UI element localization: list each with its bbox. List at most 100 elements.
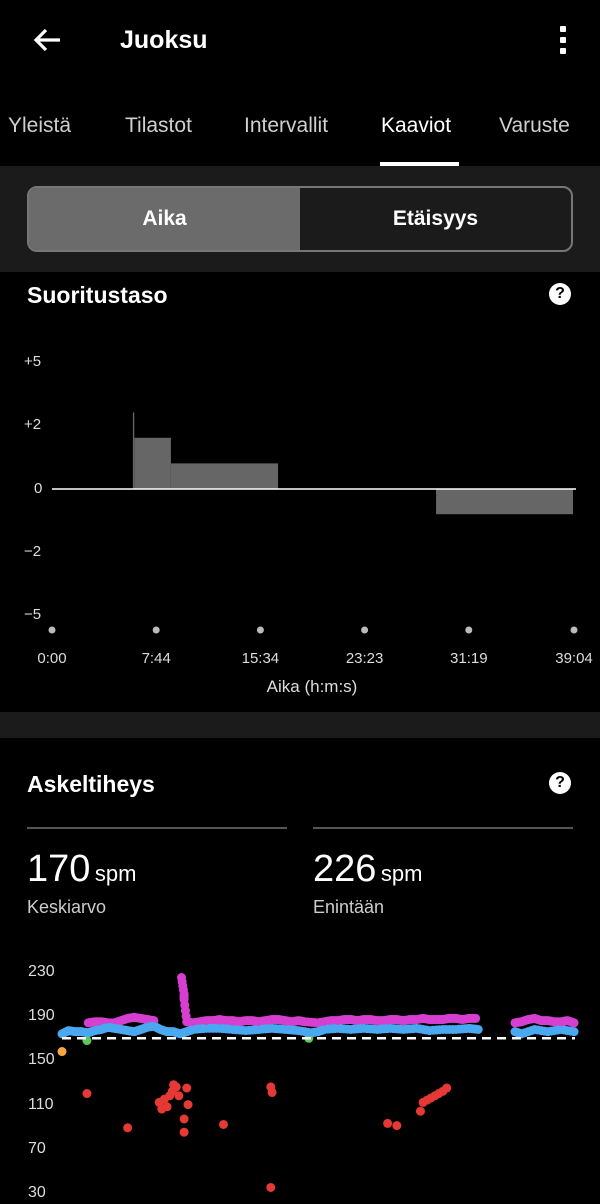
segment-aika[interactable]: Aika <box>29 188 300 250</box>
cadence-point <box>174 1091 184 1101</box>
max-value: 226 <box>313 848 377 890</box>
cadence-point <box>171 1082 181 1092</box>
x-tick-dot <box>570 626 578 634</box>
cadence-point <box>415 1106 425 1116</box>
performance-bar <box>170 463 279 489</box>
x-tick-label: 39:04 <box>555 650 593 667</box>
cadence-point <box>448 1024 458 1034</box>
y-tick-label: +2 <box>24 416 42 433</box>
cadence-point <box>277 1024 287 1034</box>
performance-bar <box>134 437 171 489</box>
cadence-point <box>567 1017 577 1027</box>
cadence-point <box>179 1114 189 1124</box>
x-tick-label: 31:19 <box>450 650 488 667</box>
y-tick-label: 70 <box>28 1139 46 1157</box>
y-tick-label: 230 <box>28 963 55 980</box>
cadence-point <box>211 1023 221 1033</box>
arrow-left-icon[interactable] <box>30 22 66 58</box>
performance-bar <box>132 412 135 489</box>
time-distance-toggle: Aika Etäisyys <box>27 186 573 252</box>
performance-title: Suoritustaso <box>27 282 168 308</box>
tab-tilastot[interactable]: Tilastot <box>125 114 192 137</box>
x-tick-dot <box>361 626 369 634</box>
cadence-point <box>198 1024 208 1034</box>
cadence-point <box>82 1089 92 1099</box>
question-icon[interactable]: ? <box>549 283 571 305</box>
cadence-point <box>566 1026 576 1036</box>
top-bar: Juoksu <box>0 0 600 82</box>
tab-varuste[interactable]: Varuste <box>499 114 570 137</box>
tab-bar: Yleistä Tilastot Intervallit Kaaviot Var… <box>0 100 600 166</box>
max-label: Enintään <box>313 897 385 917</box>
cadence-point <box>356 1024 366 1034</box>
x-tick-label: 15:34 <box>241 650 280 667</box>
divider <box>27 827 287 829</box>
cadence-point <box>526 1026 536 1036</box>
cadence-point <box>442 1083 452 1093</box>
max-cadence: 226 spm Enintään <box>313 848 422 918</box>
cadence-point <box>162 1102 172 1112</box>
x-tick-label: 23:23 <box>345 650 384 667</box>
y-tick-label: 110 <box>28 1095 54 1113</box>
cadence-point <box>179 993 189 1003</box>
cadence-point <box>421 1025 431 1035</box>
question-icon[interactable]: ? <box>549 772 571 794</box>
cadence-point <box>553 1025 563 1035</box>
cadence-point <box>395 1024 405 1034</box>
segment-etaisyys[interactable]: Etäisyys <box>392 207 479 230</box>
cadence-point <box>183 1100 193 1110</box>
cadence-point <box>182 1083 192 1093</box>
avg-cadence: 170 spm Keskiarvo <box>27 848 136 918</box>
cadence-point <box>290 1025 300 1035</box>
x-tick-dot <box>256 626 264 634</box>
cadence-point <box>383 1118 393 1128</box>
y-tick-label: −5 <box>24 606 42 623</box>
cadence-point <box>264 1024 274 1034</box>
tab-intervallit[interactable]: Intervallit <box>244 114 329 137</box>
cadence-point <box>434 1025 444 1035</box>
cadence-point <box>392 1121 402 1131</box>
page-title: Juoksu <box>120 26 208 54</box>
cadence-title: Askeltiheys <box>27 771 155 797</box>
cadence-point <box>408 1024 418 1034</box>
active-tab-indicator <box>380 162 459 166</box>
tab-yleista[interactable]: Yleistä <box>8 114 72 137</box>
y-tick-label: 150 <box>28 1051 55 1069</box>
cadence-point <box>266 1182 276 1192</box>
avg-value: 170 <box>27 848 91 890</box>
more-vertical-icon[interactable] <box>548 22 578 58</box>
x-tick-dot <box>465 626 473 634</box>
x-tick-label: 0:00 <box>37 650 67 667</box>
cadence-point <box>471 1024 481 1034</box>
x-tick-label: 7:44 <box>141 650 171 667</box>
cadence-point <box>57 1047 67 1057</box>
x-tick-dot <box>48 626 56 634</box>
max-unit: spm <box>380 861 423 886</box>
cadence-point <box>382 1024 392 1034</box>
y-tick-label: +5 <box>24 353 42 370</box>
y-tick-label: 0 <box>34 480 43 497</box>
y-tick-label: −2 <box>24 543 42 560</box>
divider <box>313 827 573 829</box>
cadence-point <box>224 1024 234 1034</box>
performance-bar <box>436 489 573 515</box>
cadence-point <box>219 1119 229 1129</box>
avg-label: Keskiarvo <box>27 897 107 917</box>
tab-kaaviot[interactable]: Kaaviot <box>381 114 452 137</box>
x-tick-dot <box>152 626 160 634</box>
cadence-point <box>267 1087 277 1097</box>
cadence-point <box>469 1013 479 1023</box>
cadence-point <box>123 1123 133 1133</box>
cadence-point <box>540 1026 550 1036</box>
y-tick-label: 30 <box>28 1184 46 1201</box>
avg-unit: spm <box>94 861 137 886</box>
x-axis-label: Aika (h:m:s) <box>266 677 358 696</box>
section-divider <box>0 712 600 738</box>
cadence-point <box>251 1025 261 1035</box>
cadence-point <box>238 1025 248 1035</box>
y-tick-label: 190 <box>28 1007 55 1025</box>
cadence-point <box>343 1024 353 1034</box>
cadence-point <box>329 1024 339 1034</box>
